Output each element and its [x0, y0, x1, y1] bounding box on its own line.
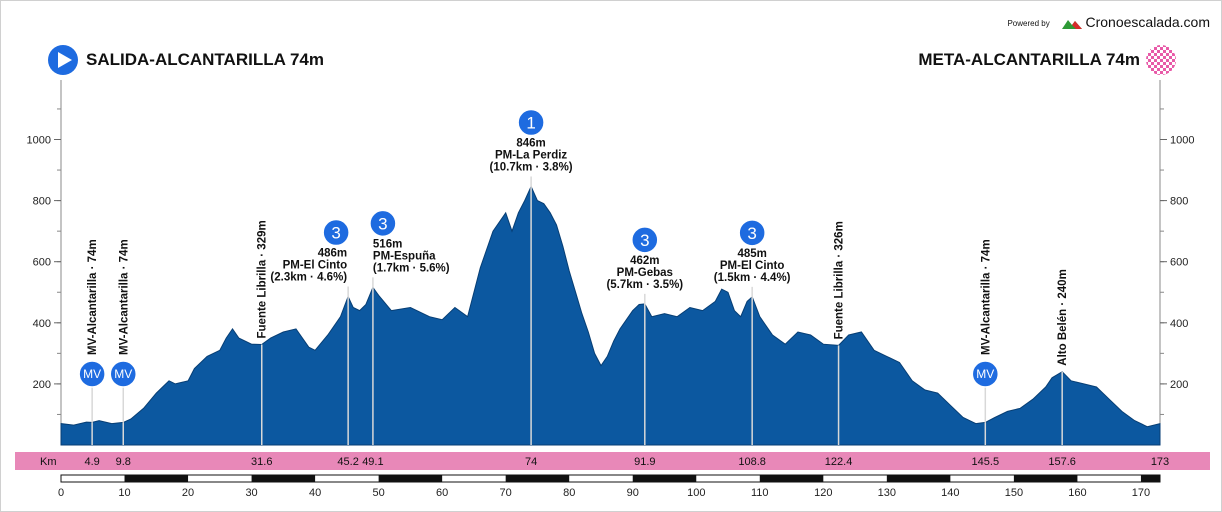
y-tick-label-right: 1000 [1170, 135, 1194, 147]
category-badge-text: 1 [526, 114, 535, 133]
km-mark: 157.6 [1048, 456, 1076, 468]
scale-segment [886, 475, 951, 482]
mv-badge-text: MV [83, 367, 101, 381]
point-label: Fuente Librilla · 326m [834, 221, 846, 339]
x-tick-label: 170 [1132, 487, 1150, 499]
scale-bar [60, 474, 1161, 483]
category-badge-circle [517, 108, 545, 137]
km-label: Km [40, 456, 57, 468]
scale-segment [1013, 475, 1078, 482]
finish-title: META-ALCANTARILLA 74m [918, 50, 1140, 69]
category-badge-circle [369, 209, 397, 238]
x-tick-label: 150 [1005, 487, 1023, 499]
km-band [15, 452, 1210, 470]
climb-altitude: 486m [318, 248, 347, 260]
km-mark: 4.9 [84, 456, 99, 468]
climb-altitude: 516m [373, 238, 402, 250]
mv-badge-text: MV [976, 367, 994, 381]
y-tick-label-left: 800 [33, 196, 51, 208]
mountain-logo-icon [1061, 19, 1082, 29]
mv-badge-circle [109, 360, 138, 388]
category-badge-text: 3 [378, 214, 387, 233]
climb-detail: (5.7km · 3.5%) [606, 279, 683, 291]
km-mark: 31.6 [251, 456, 272, 468]
x-tick-label: 30 [245, 487, 257, 499]
y-tick-label-left: 200 [33, 379, 51, 391]
category-badge-circle [322, 218, 350, 247]
km-mark: 122.4 [825, 456, 853, 468]
point-label: MV-Alcantarilla · 74m [980, 239, 992, 355]
km-mark: 74 [525, 456, 537, 468]
y-tick-label-left: 600 [33, 257, 51, 269]
category-badge-text: 3 [640, 231, 649, 250]
x-tick-label: 50 [373, 487, 385, 499]
x-tick-label: 120 [814, 487, 832, 499]
mv-badge-circle [78, 360, 106, 388]
y-tick-label-right: 600 [1170, 257, 1188, 269]
climb-name: PM-Espuña [373, 250, 436, 262]
km-mark: 145.5 [972, 456, 1000, 468]
y-tick-label-left: 400 [33, 318, 51, 330]
climb-altitude: 462m [630, 255, 659, 267]
point-label: Fuente Librilla · 329m [257, 220, 269, 338]
scale-segment [632, 475, 697, 482]
brand[interactable]: Powered by Cronoescalada.com [1007, 14, 1210, 30]
mv-badge-circle [971, 360, 1000, 388]
x-tick-label: 70 [500, 487, 512, 499]
y-tick-label-right: 400 [1170, 318, 1188, 330]
x-tick-label: 60 [436, 487, 448, 499]
point-label: MV-Alcantarilla · 74m [118, 239, 130, 355]
powered-by-label: Powered by [1007, 18, 1050, 28]
climb-detail: (10.7km · 3.8%) [490, 162, 573, 174]
x-tick-label: 20 [182, 487, 194, 499]
climb-name: PM-El Cinto [283, 260, 348, 272]
x-tick-label: 90 [627, 487, 639, 499]
x-tick-label: 160 [1068, 487, 1086, 499]
y-tick-label-right: 800 [1170, 196, 1188, 208]
x-tick-label: 110 [751, 487, 769, 499]
climb-detail: (1.5km · 4.4%) [714, 272, 791, 284]
y-tick-label-right: 200 [1170, 379, 1188, 391]
climb-name: PM-El Cinto [720, 260, 785, 272]
point-label: Alto Belén · 240m [1057, 269, 1069, 366]
climb-name: PM-La Perdiz [495, 150, 567, 162]
scale-segment [1140, 475, 1160, 482]
x-tick-label: 10 [118, 487, 130, 499]
km-mark: 45.2 [337, 456, 358, 468]
x-tick-label: 100 [687, 487, 705, 499]
x-tick-label: 40 [309, 487, 321, 499]
elevation-profile [60, 185, 1161, 446]
y-tick-label-left: 1000 [27, 135, 51, 147]
km-mark: 49.1 [362, 456, 383, 468]
km-mark: 91.9 [634, 456, 655, 468]
km-mark: 9.8 [116, 456, 131, 468]
x-tick-label: 0 [58, 487, 64, 499]
climb-altitude: 846m [516, 138, 545, 150]
km-mark: 173 [1151, 456, 1169, 468]
scale-segment [124, 475, 189, 482]
scale-segment [759, 475, 824, 482]
point-label: MV-Alcantarilla · 74m [87, 239, 99, 355]
category-badge-circle [631, 226, 659, 254]
start-title: SALIDA-ALCANTARILLA 74m [86, 50, 324, 69]
scale-segment [505, 475, 570, 482]
x-tick-label: 140 [941, 487, 959, 499]
climb-altitude: 485m [737, 248, 766, 260]
climb-detail: (2.3km · 4.6%) [270, 272, 347, 284]
category-badge-circle [738, 219, 766, 247]
scale-segment [378, 475, 443, 482]
climb-detail: (1.7km · 5.6%) [373, 262, 450, 274]
category-badge-text: 3 [331, 224, 340, 243]
brand-name: Cronoescalada.com [1085, 14, 1210, 30]
start-flag-icon [48, 45, 78, 75]
scale-segment [251, 475, 316, 482]
category-badge-text: 3 [747, 224, 756, 243]
climb-name: PM-Gebas [617, 267, 673, 279]
finish-flag-icon [1146, 45, 1176, 75]
mv-badge-text: MV [114, 367, 132, 381]
x-tick-label: 80 [563, 487, 575, 499]
km-mark: 108.8 [738, 456, 766, 468]
x-tick-label: 130 [878, 487, 896, 499]
